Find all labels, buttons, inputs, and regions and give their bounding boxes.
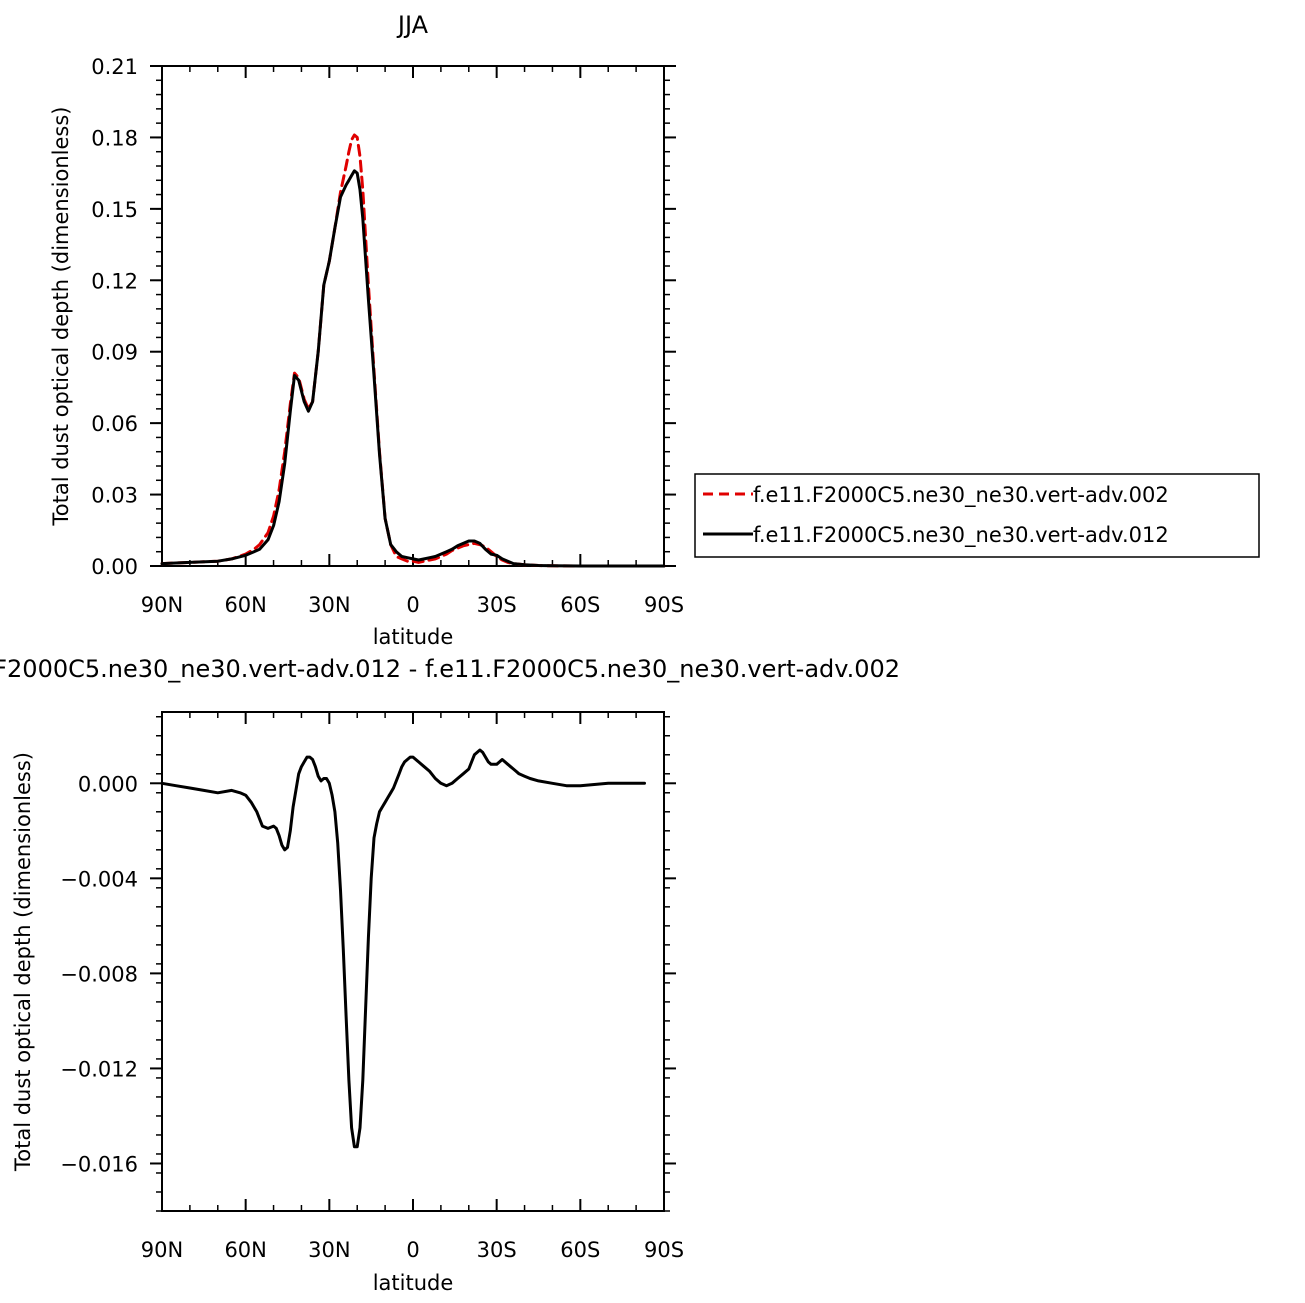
plot-title: f.e11.F2000C5.ne30_ne30.vert-adv.012 - f… xyxy=(0,655,900,683)
y-tick-label: 0.06 xyxy=(91,412,138,436)
x-tick-label: 30N xyxy=(308,593,350,617)
x-tick-label: 60S xyxy=(560,1238,600,1262)
y-tick-label: 0.09 xyxy=(91,341,138,365)
x-tick-label: 90N xyxy=(141,1238,183,1262)
y-tick-label: −0.016 xyxy=(60,1152,138,1176)
bottom-plot: 90N 60N 30N 0 30S 60S 90S 0.000 −0.004 −0.008 −0.0… xyxy=(0,655,900,1295)
legend-box xyxy=(694,473,1260,558)
x-tick-label: 0 xyxy=(406,593,419,617)
x-tick-label: 30N xyxy=(308,1238,350,1262)
legend-label: f.e11.F2000C5.ne30_ne30.vert-adv.012 xyxy=(753,523,1169,548)
y-tick-label: 0.00 xyxy=(91,555,138,579)
series-line-1 xyxy=(160,169,666,568)
y-axis-label: Total dust optical depth (dimensionless) xyxy=(49,107,73,527)
y-axis-label: Total dust optical depth (dimensionless) xyxy=(11,752,35,1172)
plot-frame xyxy=(161,711,665,1212)
x-tick-label: 30S xyxy=(477,593,517,617)
y-tick-label: 0.03 xyxy=(91,484,138,508)
series-line-0 xyxy=(160,133,666,568)
x-tick-label: 30S xyxy=(477,1238,517,1262)
x-tick-label: 60N xyxy=(224,1238,266,1262)
y-tick-label: 0.15 xyxy=(91,198,138,222)
y-tick-label: −0.004 xyxy=(60,867,138,891)
x-tick-label: 90S xyxy=(644,593,684,617)
x-tick-label: 60S xyxy=(560,593,600,617)
y-tick-label: −0.008 xyxy=(60,962,138,986)
top-plot: 90N 60N 30N 0 30S 60S 90S 0.21 0.18 0.15 0.12 0.09 0… xyxy=(49,11,1260,649)
plot-frame xyxy=(161,65,665,567)
plot-title: JJA xyxy=(396,11,429,39)
y-tick-label: 0.18 xyxy=(91,126,138,150)
x-tick-label: 60N xyxy=(224,593,266,617)
y-tick-label: −0.012 xyxy=(60,1057,138,1081)
x-tick-label: 0 xyxy=(406,1238,419,1262)
x-tick-label: 90S xyxy=(644,1238,684,1262)
series-line-0 xyxy=(160,748,646,1149)
y-tick-label: 0.000 xyxy=(78,772,138,796)
x-axis-label: latitude xyxy=(373,1271,454,1295)
y-tick-label: 0.12 xyxy=(91,269,138,293)
x-axis-label: latitude xyxy=(373,625,454,649)
x-tick-label: 90N xyxy=(141,593,183,617)
y-tick-label: 0.21 xyxy=(91,55,138,79)
legend-label: f.e11.F2000C5.ne30_ne30.vert-adv.002 xyxy=(753,483,1169,508)
